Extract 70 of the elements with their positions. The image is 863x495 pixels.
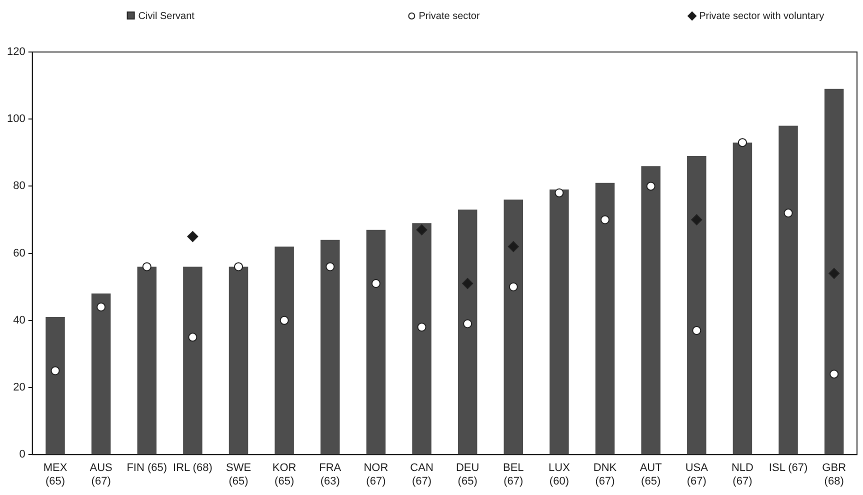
bar — [732, 142, 752, 454]
bar — [137, 266, 157, 454]
point — [234, 262, 244, 272]
bar — [824, 88, 844, 454]
y-tick-label: 60 — [13, 247, 26, 260]
point — [463, 319, 472, 328]
point — [554, 188, 564, 198]
point — [738, 138, 747, 148]
bar — [687, 156, 706, 454]
bar — [595, 182, 615, 454]
point — [142, 262, 152, 272]
y-tick-label: 100 — [6, 113, 26, 126]
x-tick-label: NLD (67) — [731, 462, 754, 488]
x-tick-label: KOR (65) — [272, 462, 296, 488]
point — [187, 231, 198, 242]
point — [646, 182, 656, 191]
point — [96, 302, 106, 312]
x-tick-label: DNK (67) — [593, 462, 618, 488]
x-tick-label: FIN (65) — [126, 462, 168, 474]
point — [828, 268, 840, 279]
x-tick-label: ISL (67) — [768, 462, 808, 474]
point — [326, 262, 335, 272]
point — [462, 278, 474, 289]
y-tick-label: 120 — [6, 46, 26, 58]
bar — [274, 246, 294, 454]
point — [600, 215, 610, 224]
legend-label: Private sector — [418, 10, 480, 22]
point — [692, 326, 702, 335]
point — [188, 332, 198, 342]
point — [784, 208, 793, 218]
point — [280, 316, 289, 325]
x-tick-label: BEL (67) — [503, 462, 524, 488]
bar — [641, 166, 660, 454]
point — [691, 214, 702, 226]
bar — [320, 240, 340, 454]
x-tick-label: MEX (65) — [43, 462, 68, 488]
x-tick-label: AUT (65) — [640, 462, 662, 488]
point — [508, 241, 519, 252]
point — [508, 282, 518, 292]
x-tick-label: NOR (67) — [364, 462, 388, 488]
x-tick-label: LUX (60) — [548, 462, 571, 488]
bar — [412, 223, 432, 454]
bar — [183, 266, 202, 454]
legend-label: Private sector with voluntary — [699, 10, 824, 22]
bar — [228, 266, 248, 454]
x-tick-label: AUS (67) — [90, 462, 112, 488]
x-tick-label: FRA (63) — [319, 462, 342, 488]
point — [417, 322, 426, 332]
point — [416, 224, 428, 236]
x-tick-label: CAN (67) — [410, 462, 434, 488]
x-tick-label: GBR (68) — [822, 462, 846, 488]
bar — [46, 317, 65, 454]
x-tick-label: SWE (65) — [226, 462, 252, 488]
bar — [504, 200, 524, 454]
bar — [366, 230, 386, 454]
bar — [550, 190, 569, 454]
bar — [91, 294, 111, 454]
y-tick-label: 0 — [19, 448, 26, 461]
point — [371, 278, 380, 288]
y-tick-label: 80 — [13, 180, 26, 192]
y-tick-label: 40 — [13, 314, 26, 326]
x-tick-label: USA (67) — [685, 462, 709, 488]
bar — [458, 210, 478, 454]
point — [50, 366, 60, 376]
x-tick-label: DEU (65) — [456, 462, 480, 488]
legend-label: Civil Servant — [138, 10, 195, 22]
bar — [778, 126, 798, 454]
x-tick-label: IRL (68) — [173, 462, 212, 474]
point — [830, 370, 839, 379]
y-tick-label: 20 — [13, 382, 26, 394]
